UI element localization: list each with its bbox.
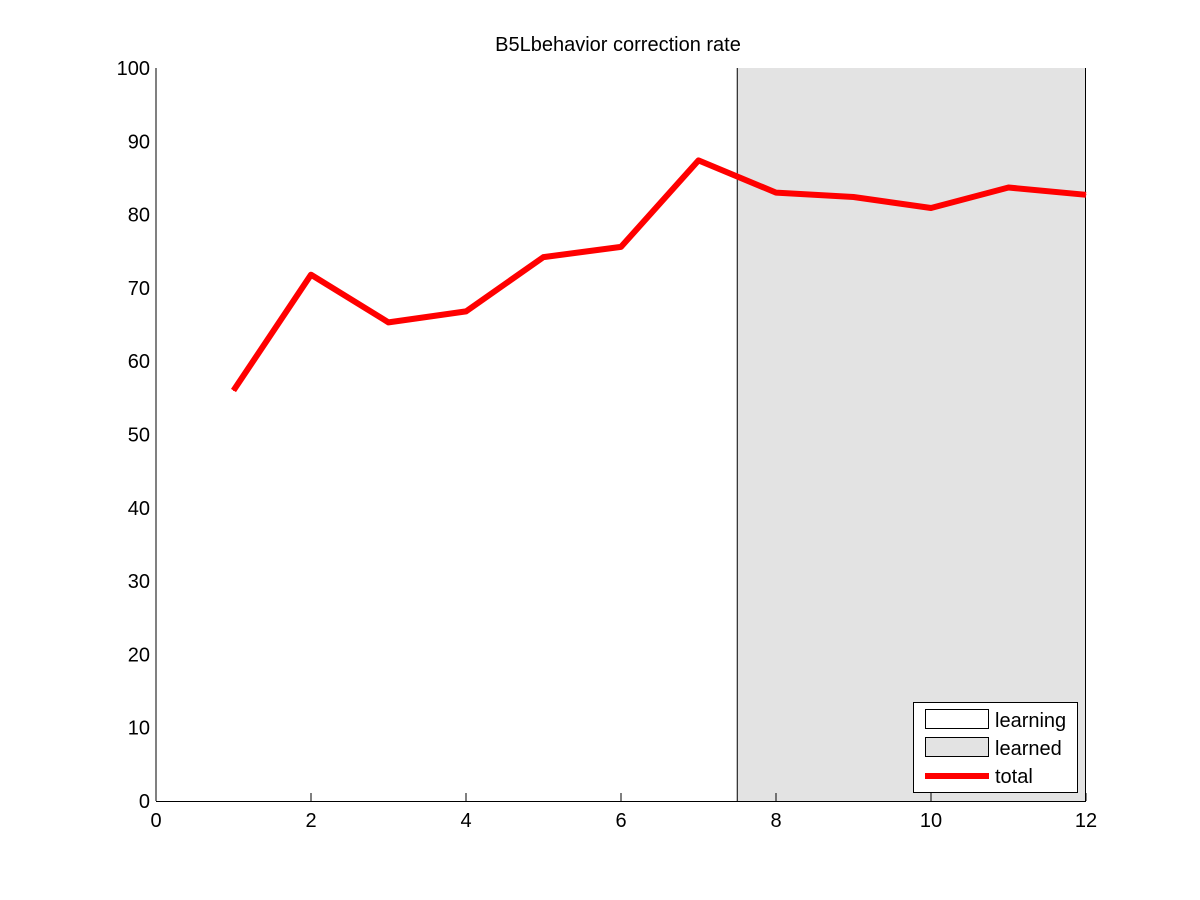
data-point xyxy=(698,159,699,161)
y-tick-label: 80 xyxy=(128,205,150,227)
data-point xyxy=(1085,194,1087,196)
data-point xyxy=(233,390,234,392)
legend-label-total: total xyxy=(995,766,1033,788)
x-tick-label: 0 xyxy=(150,810,161,832)
data-point xyxy=(930,207,932,209)
data-point xyxy=(620,246,622,248)
axes-layer xyxy=(156,68,1086,802)
x-tick-label: 10 xyxy=(920,810,942,832)
series-line-total xyxy=(231,157,1087,393)
y-tick-label: 20 xyxy=(128,644,150,666)
chart-title: B5Lbehavior correction rate xyxy=(495,34,741,56)
legend-label-learning: learning xyxy=(995,710,1066,732)
legend-label-learned: learned xyxy=(995,738,1062,760)
legend-swatch-learned xyxy=(925,737,989,757)
data-point xyxy=(1008,186,1009,188)
regions-layer xyxy=(155,68,1086,801)
data-point xyxy=(465,310,467,312)
x-tick-label: 6 xyxy=(615,810,626,832)
region-learning xyxy=(156,68,738,801)
x-tick-label: 4 xyxy=(460,810,471,832)
y-tick-label: 10 xyxy=(128,718,150,740)
data-point xyxy=(853,196,854,198)
y-tick-label: 50 xyxy=(128,425,150,447)
series-layer xyxy=(231,157,1087,393)
data-point xyxy=(775,192,777,194)
y-tick-label: 30 xyxy=(128,571,150,593)
legend-swatch-learning xyxy=(925,709,989,729)
data-point xyxy=(388,321,389,323)
y-tick-label: 40 xyxy=(128,498,150,520)
data-point xyxy=(543,256,544,258)
region-learned xyxy=(737,68,1086,801)
y-tick-label: 100 xyxy=(117,58,150,80)
ticks-layer: 0 2 4 6 8 10 12 0 10 20 30 40 50 60 70 80 90 100 xyxy=(117,58,1098,832)
x-tick-label: 8 xyxy=(770,810,781,832)
data-point xyxy=(310,274,312,276)
y-tick-label: 60 xyxy=(128,351,150,373)
y-tick-label: 90 xyxy=(128,131,150,153)
y-tick-label: 70 xyxy=(128,278,150,300)
y-tick-label: 0 xyxy=(139,791,150,813)
x-tick-label: 12 xyxy=(1075,810,1097,832)
x-tick-label: 2 xyxy=(305,810,316,832)
legend: learning learned total xyxy=(913,702,1078,793)
